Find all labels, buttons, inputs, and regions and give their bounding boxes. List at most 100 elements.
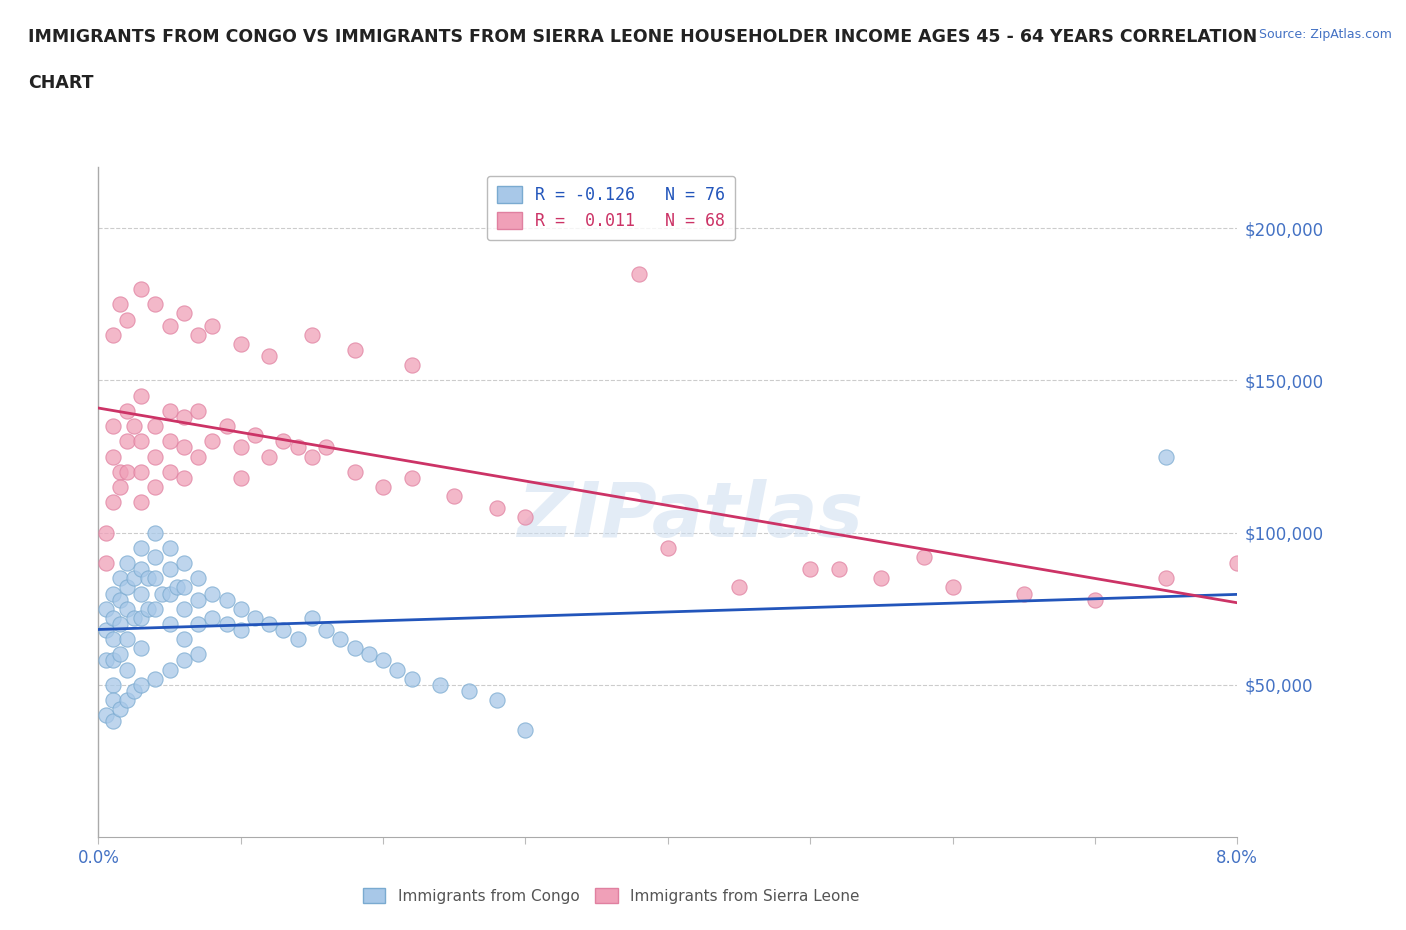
Point — [187, 647, 209, 662]
Point — [187, 327, 209, 342]
Point — [101, 418, 124, 433]
Point — [173, 653, 195, 668]
Point — [728, 580, 751, 595]
Point — [173, 631, 195, 646]
Point — [145, 418, 167, 433]
Point — [115, 464, 138, 479]
Text: Source: ZipAtlas.com: Source: ZipAtlas.com — [1258, 28, 1392, 41]
Point — [187, 592, 209, 607]
Point — [129, 610, 152, 625]
Point — [443, 488, 465, 503]
Point — [912, 550, 935, 565]
Point — [187, 617, 209, 631]
Point — [136, 602, 159, 617]
Point — [486, 693, 509, 708]
Point — [828, 562, 851, 577]
Point — [94, 525, 117, 540]
Point — [515, 510, 537, 525]
Point — [101, 631, 124, 646]
Point — [94, 602, 117, 617]
Point — [343, 342, 366, 357]
Point — [108, 617, 131, 631]
Point — [1084, 592, 1107, 607]
Text: CHART: CHART — [28, 74, 94, 92]
Point — [159, 540, 181, 555]
Point — [108, 480, 131, 495]
Point — [101, 495, 124, 510]
Point — [115, 602, 138, 617]
Legend: Immigrants from Congo, Immigrants from Sierra Leone: Immigrants from Congo, Immigrants from S… — [356, 882, 866, 910]
Point — [343, 641, 366, 656]
Point — [101, 714, 124, 729]
Point — [187, 404, 209, 418]
Point — [129, 388, 152, 403]
Point — [215, 617, 238, 631]
Point — [101, 327, 124, 342]
Point — [259, 617, 281, 631]
Point — [259, 449, 281, 464]
Point — [343, 464, 366, 479]
Point — [129, 282, 152, 297]
Point — [173, 440, 195, 455]
Point — [371, 480, 394, 495]
Point — [145, 602, 167, 617]
Point — [159, 562, 181, 577]
Point — [145, 480, 167, 495]
Point — [215, 418, 238, 433]
Point — [129, 540, 152, 555]
Point — [329, 631, 352, 646]
Point — [159, 464, 181, 479]
Point — [1154, 449, 1177, 464]
Point — [259, 349, 281, 364]
Point — [401, 358, 423, 373]
Point — [515, 723, 537, 737]
Point — [229, 622, 252, 637]
Point — [94, 555, 117, 570]
Point — [115, 580, 138, 595]
Point — [201, 434, 224, 449]
Point — [273, 622, 295, 637]
Point — [287, 440, 309, 455]
Point — [229, 337, 252, 352]
Point — [371, 653, 394, 668]
Point — [243, 610, 266, 625]
Point — [115, 693, 138, 708]
Point — [799, 562, 821, 577]
Point — [145, 525, 167, 540]
Point — [301, 449, 323, 464]
Point — [301, 610, 323, 625]
Point — [129, 562, 152, 577]
Point — [129, 464, 152, 479]
Point — [173, 555, 195, 570]
Point — [122, 571, 145, 586]
Point — [315, 440, 337, 455]
Point — [101, 677, 124, 692]
Point — [159, 404, 181, 418]
Point — [122, 610, 145, 625]
Point — [201, 610, 224, 625]
Point — [159, 318, 181, 333]
Point — [115, 312, 138, 327]
Point — [870, 571, 893, 586]
Point — [115, 631, 138, 646]
Point — [387, 662, 409, 677]
Point — [108, 647, 131, 662]
Point — [145, 550, 167, 565]
Point — [101, 449, 124, 464]
Point — [108, 702, 131, 717]
Text: ZIPatlas: ZIPatlas — [517, 479, 863, 552]
Point — [129, 495, 152, 510]
Point — [287, 631, 309, 646]
Point — [159, 617, 181, 631]
Point — [173, 409, 195, 424]
Point — [101, 610, 124, 625]
Point — [301, 327, 323, 342]
Point — [159, 662, 181, 677]
Point — [229, 602, 252, 617]
Point — [152, 586, 174, 601]
Point — [315, 622, 337, 637]
Point — [145, 297, 167, 312]
Point — [173, 306, 195, 321]
Point — [115, 434, 138, 449]
Point — [94, 653, 117, 668]
